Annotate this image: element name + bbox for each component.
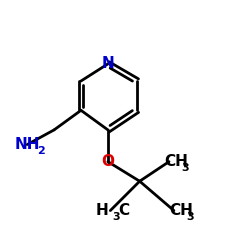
Text: NH: NH [14,137,40,152]
Text: CH: CH [169,203,193,218]
Text: N: N [102,56,114,72]
Text: 2: 2 [37,146,44,156]
Text: CH: CH [164,154,188,169]
Text: O: O [102,154,114,169]
Text: 3: 3 [181,163,189,173]
Text: C: C [118,203,129,218]
Text: 3: 3 [186,212,194,222]
Text: H: H [95,203,108,218]
Text: 3: 3 [113,212,120,222]
